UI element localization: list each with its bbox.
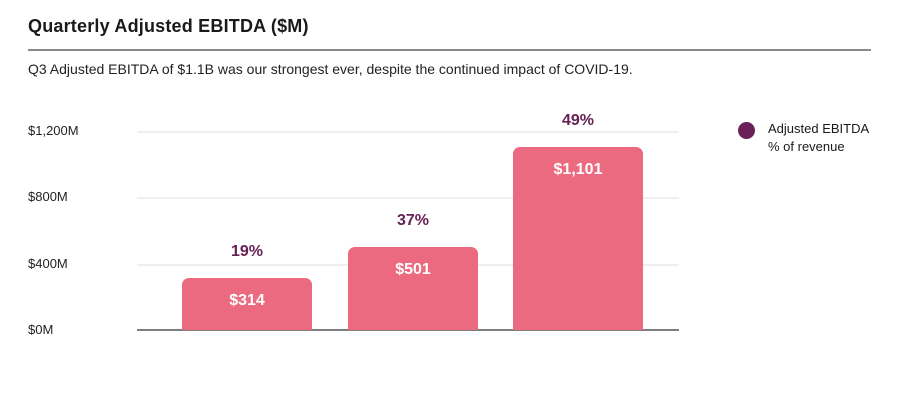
- y-axis-tick-400: $400M: [28, 256, 68, 271]
- y-axis-tick-1200: $1,200M: [28, 123, 79, 138]
- title-underline: [28, 49, 871, 51]
- y-axis-tick-800: $800M: [28, 189, 68, 204]
- bar: $314: [182, 278, 312, 330]
- bar-pct-label: 19%: [230, 243, 264, 260]
- bar: $1,101: [513, 147, 643, 330]
- chart-title: Quarterly Adjusted EBITDA ($M): [28, 16, 309, 36]
- bar-value-label: $501: [395, 261, 431, 278]
- bar-value-label: $314: [229, 292, 265, 309]
- legend-marker-icon: [738, 122, 755, 139]
- bar-chart-plot-area: 19%$314Q3 201937%$501Q3 202049%$1,101Q3 …: [137, 112, 679, 331]
- x-axis-baseline: [137, 329, 679, 331]
- legend-label: Adjusted EBITDA % of revenue: [768, 120, 869, 156]
- chart-subtitle: Q3 Adjusted EBITDA of $1.1B was our stro…: [28, 61, 633, 77]
- bar-pct-label: 49%: [561, 112, 595, 129]
- gridline-1200: [137, 131, 679, 133]
- gridline-800: [137, 197, 679, 200]
- bar-value-label: $1,101: [553, 161, 603, 178]
- y-axis-tick-0: $0M: [28, 322, 54, 337]
- legend-label-line2: % of revenue: [768, 139, 845, 154]
- chart-legend: Adjusted EBITDA % of revenue: [738, 120, 869, 156]
- bar: $501: [348, 247, 478, 330]
- legend-label-line1: Adjusted EBITDA: [768, 121, 870, 136]
- bar-pct-label: 37%: [396, 212, 430, 229]
